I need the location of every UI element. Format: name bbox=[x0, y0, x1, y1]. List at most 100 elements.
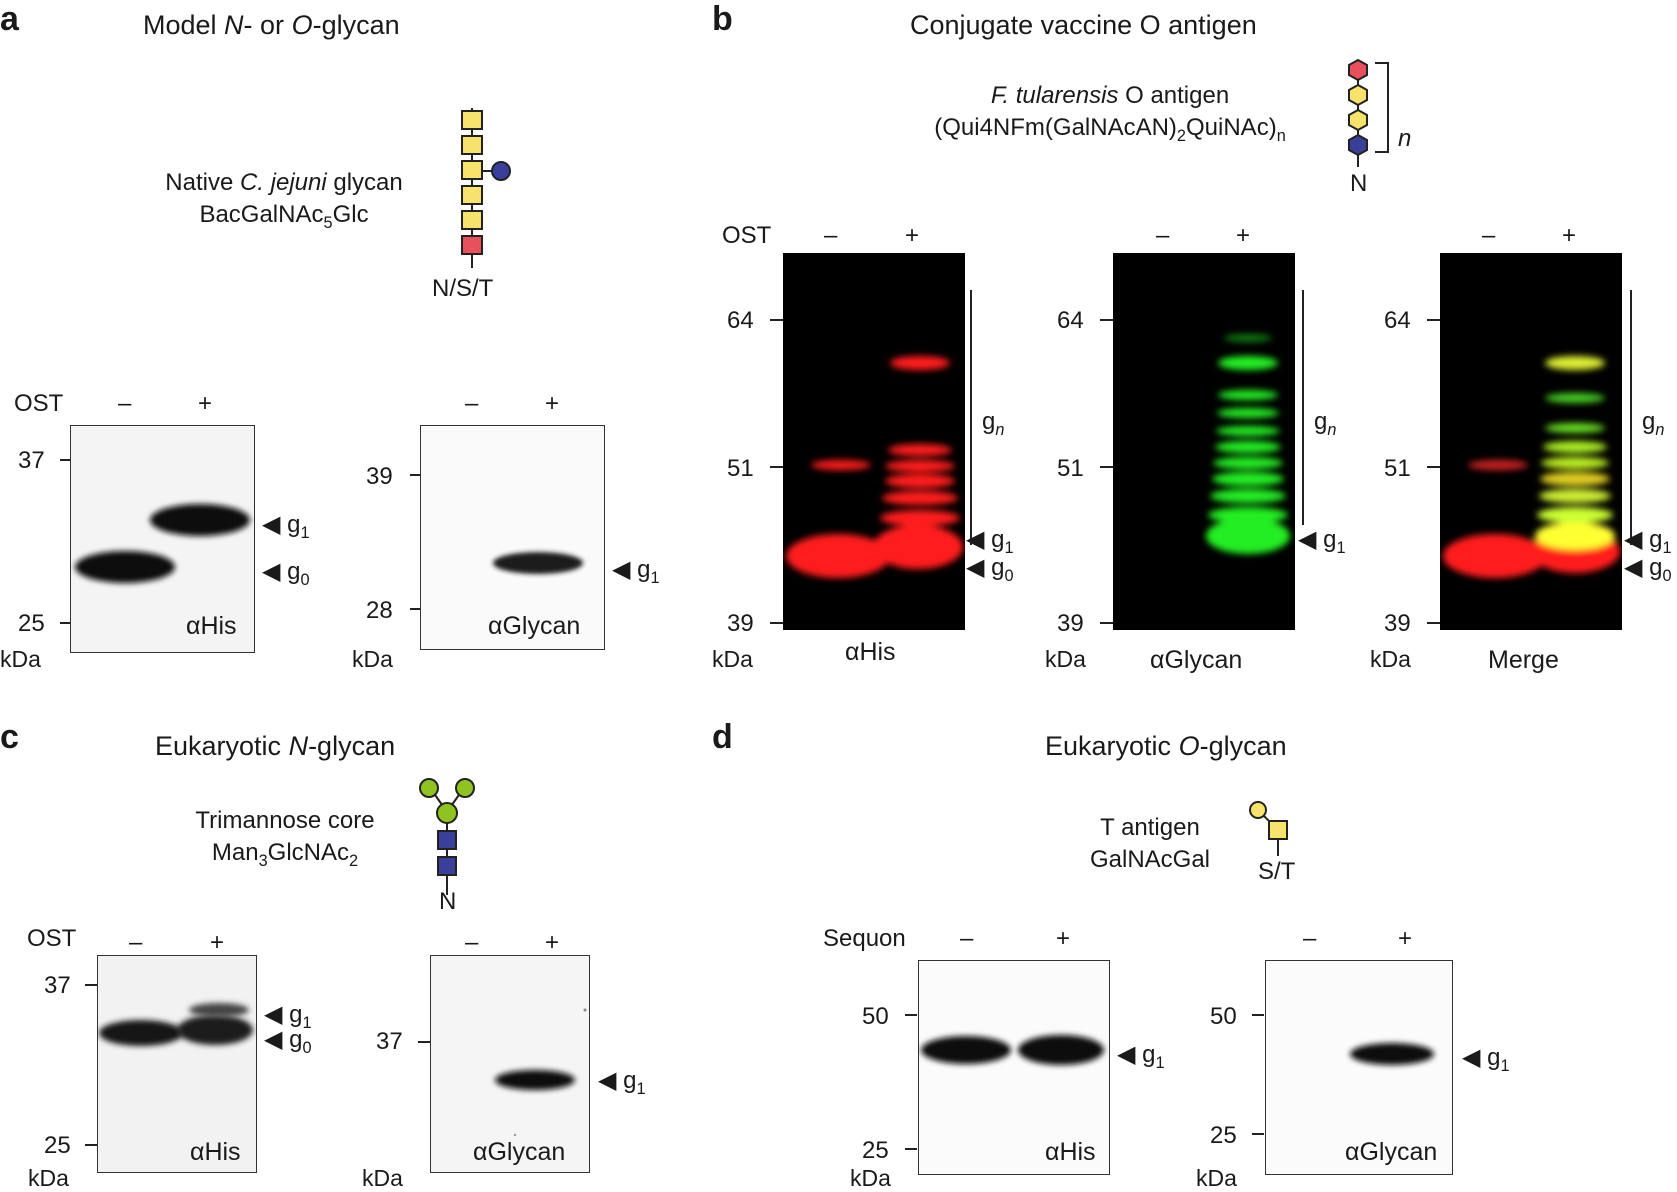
blot-label: Merge bbox=[1488, 646, 1559, 674]
mw-label: 64 bbox=[1384, 307, 1411, 334]
blot-label: αHis bbox=[1045, 1138, 1096, 1166]
mw-label: 25 bbox=[862, 1137, 889, 1164]
panel-b-acceptor: N bbox=[1350, 170, 1368, 197]
mw-ticks bbox=[418, 1041, 430, 1043]
panel-c-title: Eukaryotic N-glycan bbox=[155, 731, 396, 761]
kda-label: kDa bbox=[362, 1165, 403, 1191]
blot-b-merge bbox=[1440, 253, 1622, 630]
panel-a-glycan-label: Native C. jejuni glycan BacGalNAc5Glc bbox=[165, 169, 403, 232]
panel-b-condition-label: OST bbox=[722, 222, 772, 249]
trimannose-glycan-diagram-icon bbox=[419, 778, 475, 895]
gn-bracket bbox=[1302, 290, 1304, 525]
gn-label: gn bbox=[982, 408, 1005, 439]
panel-letter-c: c bbox=[0, 718, 19, 756]
mw-label: 51 bbox=[727, 455, 754, 482]
band-marker-g1: ◀ g1 bbox=[1117, 1041, 1165, 1072]
band-marker-g1: ◀ g1 bbox=[1462, 1044, 1510, 1075]
lane-plus: + bbox=[1236, 222, 1251, 249]
mw-label: 28 bbox=[366, 597, 393, 624]
lane-minus: – bbox=[465, 390, 479, 417]
band-marker-g1: ◀ g1 bbox=[1298, 526, 1346, 557]
band-marker-g1: ◀ g1 bbox=[1624, 526, 1672, 557]
blot-c-his bbox=[97, 955, 257, 1173]
blot-a-his bbox=[70, 425, 255, 653]
mw-label: 37 bbox=[18, 447, 45, 474]
gn-bracket bbox=[1630, 290, 1632, 545]
mw-label: 39 bbox=[366, 463, 393, 490]
blot-b-glycan bbox=[1113, 253, 1295, 630]
mw-ticks bbox=[1427, 319, 1440, 624]
lane-minus: – bbox=[465, 929, 479, 956]
cjejuni-glycan-diagram-icon bbox=[461, 108, 511, 268]
panel-d-glycan-label: T antigen GalNAcGal bbox=[1089, 814, 1211, 873]
panel-b-glycan-label: F. tularensis O antigen (Qui4NFm(GalNAcA… bbox=[934, 82, 1286, 145]
blot-label: αGlycan bbox=[488, 612, 581, 640]
mw-label: 50 bbox=[862, 1003, 889, 1030]
blot-label: αGlycan bbox=[1150, 646, 1243, 674]
mw-label: 25 bbox=[44, 1132, 71, 1159]
kda-label: kDa bbox=[0, 646, 41, 672]
lane-minus: – bbox=[1156, 222, 1170, 249]
panel-letter-b: b bbox=[712, 0, 733, 38]
mw-label: 25 bbox=[1210, 1122, 1237, 1149]
blot-a-glycan bbox=[420, 425, 605, 650]
panel-a-condition-label: OST bbox=[14, 390, 64, 417]
kda-label: kDa bbox=[1196, 1165, 1237, 1191]
ftularensis-oantigen-diagram-icon bbox=[1348, 58, 1389, 167]
band-marker-g1: ◀ g1 bbox=[612, 556, 660, 587]
band-marker-g0: ◀ g0 bbox=[1624, 554, 1672, 585]
lane-plus: + bbox=[1398, 925, 1413, 952]
mw-label: 51 bbox=[1384, 455, 1411, 482]
kda-label: kDa bbox=[1370, 646, 1411, 672]
repeat-n-label: n bbox=[1398, 125, 1412, 152]
mw-label: 37 bbox=[376, 1028, 403, 1055]
lane-minus: – bbox=[129, 929, 143, 956]
blot-label: αGlycan bbox=[473, 1138, 566, 1166]
kda-label: kDa bbox=[850, 1165, 891, 1191]
panel-a-title: Model N- or O-glycan bbox=[143, 10, 400, 40]
mw-ticks bbox=[770, 319, 783, 624]
lane-minus: – bbox=[960, 925, 974, 952]
lane-minus: – bbox=[118, 390, 132, 417]
mw-ticks bbox=[1100, 319, 1113, 624]
panel-letter-a: a bbox=[0, 0, 19, 38]
panel-c-condition-label: OST bbox=[27, 925, 77, 952]
panel-d-condition-label: Sequon bbox=[823, 925, 906, 952]
mw-ticks bbox=[410, 474, 420, 610]
lane-plus: + bbox=[1056, 925, 1071, 952]
lane-plus: + bbox=[210, 929, 225, 956]
kda-label: kDa bbox=[712, 646, 753, 672]
band-marker-g1: ◀ g1 bbox=[598, 1067, 646, 1098]
mw-label: 39 bbox=[727, 610, 754, 637]
blot-c-glycan bbox=[430, 955, 590, 1173]
lane-plus: + bbox=[1562, 222, 1577, 249]
kda-label: kDa bbox=[352, 646, 393, 672]
gn-label: gn bbox=[1642, 408, 1665, 439]
mw-label: 64 bbox=[1057, 307, 1084, 334]
mw-label: 37 bbox=[44, 972, 71, 999]
mw-label: 39 bbox=[1057, 610, 1084, 637]
band-marker-g0: ◀ g0 bbox=[262, 558, 310, 589]
band-marker-g1: ◀ g1 bbox=[966, 526, 1014, 557]
lane-plus: + bbox=[545, 929, 560, 956]
mw-label: 39 bbox=[1384, 610, 1411, 637]
mw-ticks bbox=[85, 984, 97, 1146]
lane-minus: – bbox=[824, 222, 838, 249]
mw-ticks bbox=[60, 459, 70, 624]
blot-label: αHis bbox=[190, 1138, 241, 1166]
mw-label: 25 bbox=[18, 610, 45, 637]
lane-plus: + bbox=[198, 390, 213, 417]
gn-bracket bbox=[970, 290, 972, 545]
gn-label: gn bbox=[1314, 408, 1337, 439]
mw-label: 50 bbox=[1210, 1003, 1237, 1030]
panel-c-acceptor: N bbox=[439, 888, 457, 915]
mw-label: 51 bbox=[1057, 455, 1084, 482]
panel-c-glycan-label: Trimannose core Man3GlcNAc2 bbox=[195, 807, 375, 870]
lane-minus: – bbox=[1303, 925, 1317, 952]
blot-label: αHis bbox=[186, 612, 237, 640]
band-marker-g0: ◀ g0 bbox=[966, 554, 1014, 585]
lane-minus: – bbox=[1482, 222, 1496, 249]
band-marker-g1: ◀ g1 bbox=[264, 1001, 312, 1032]
lane-plus: + bbox=[905, 222, 920, 249]
blot-d-glycan bbox=[1265, 960, 1453, 1175]
